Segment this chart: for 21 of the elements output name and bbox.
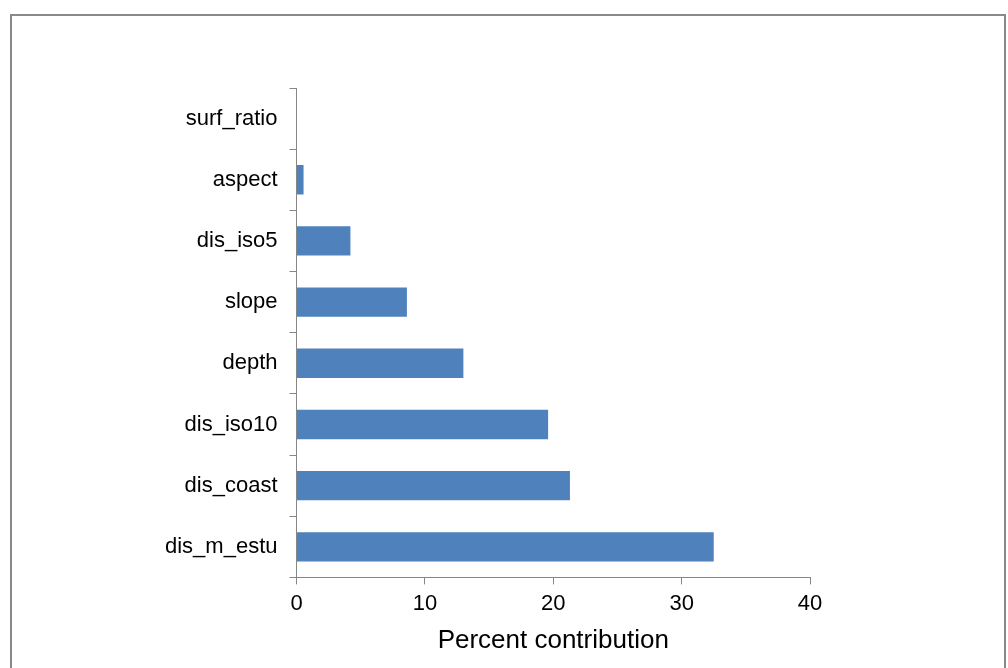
bar	[297, 226, 351, 256]
x-tick-label: 20	[541, 589, 566, 615]
bar	[297, 348, 464, 378]
x-tick-label: 40	[797, 589, 823, 615]
bar	[297, 409, 549, 440]
bar	[297, 470, 570, 501]
y-tick-label: slope	[224, 288, 278, 314]
x-tick-label: 0	[290, 589, 303, 615]
y-tick-label: dis_m_estu	[164, 532, 278, 558]
bar	[297, 532, 714, 562]
y-tick-label: dis_coast	[184, 471, 278, 497]
y-tick-label: dis_iso5	[196, 227, 278, 252]
bar	[297, 165, 304, 195]
bar	[297, 287, 407, 317]
y-tick-label: surf_ratio	[185, 104, 278, 130]
y-tick-label: depth	[222, 349, 278, 375]
y-tick-label: aspect	[212, 165, 278, 191]
y-tick-label: dis_iso10	[184, 410, 278, 436]
x-axis-title: Percent contribution	[437, 623, 669, 654]
x-tick-label: 10	[412, 589, 438, 615]
x-tick-label: 30	[669, 589, 694, 615]
